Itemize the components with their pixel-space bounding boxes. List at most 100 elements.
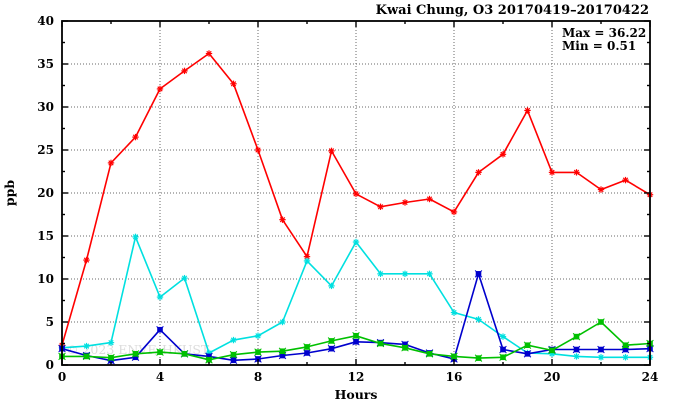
square-marker-cross — [474, 354, 483, 362]
square-marker-cross — [180, 350, 189, 358]
square-marker-cross — [548, 346, 556, 355]
square-marker-cross — [523, 341, 532, 349]
asterisk-marker — [402, 271, 408, 277]
asterisk-marker — [475, 169, 482, 176]
asterisk-marker — [83, 343, 90, 349]
asterisk-marker — [132, 234, 139, 240]
asterisk-marker — [83, 257, 90, 263]
y-tick-label: 35 — [37, 57, 54, 71]
square-marker-cross — [450, 352, 458, 361]
y-axis-label: ppb — [2, 180, 17, 206]
x-tick-label: 12 — [348, 370, 365, 384]
asterisk-marker — [500, 151, 506, 157]
asterisk-marker — [157, 86, 163, 92]
square-marker-cross — [327, 337, 336, 345]
asterisk-marker — [573, 353, 580, 360]
asterisk-marker — [622, 177, 629, 183]
square-marker-cross — [621, 341, 630, 349]
square-marker-cross — [229, 350, 238, 359]
y-tick-label: 30 — [37, 100, 54, 114]
square-marker-cross — [303, 349, 311, 357]
asterisk-marker — [353, 191, 359, 197]
asterisk-marker — [181, 275, 188, 281]
axes-frame — [61, 20, 651, 366]
series-path-red-line — [61, 52, 651, 346]
square-marker-cross — [327, 344, 336, 353]
asterisk-marker — [304, 258, 310, 264]
square-marker-cross — [499, 345, 507, 354]
asterisk-marker — [206, 50, 212, 57]
y-tick-label: 25 — [37, 143, 54, 157]
asterisk-marker — [230, 81, 237, 87]
series-lines — [58, 50, 654, 365]
x-tick-label: 0 — [58, 370, 66, 384]
asterisk-marker — [451, 209, 457, 215]
asterisk-marker — [402, 199, 408, 206]
x-tick-label: 4 — [156, 370, 164, 384]
asterisk-marker — [108, 339, 114, 346]
asterisk-marker — [500, 333, 506, 340]
square-marker-cross — [597, 318, 605, 326]
x-tick-label: 20 — [544, 370, 561, 384]
square-marker-cross — [303, 343, 311, 351]
asterisk-marker — [279, 319, 286, 325]
square-marker-cross — [107, 353, 115, 362]
y-tick-label: 5 — [46, 315, 54, 329]
asterisk-marker — [524, 107, 531, 114]
asterisk-marker — [451, 309, 457, 316]
square-marker-cross — [352, 332, 360, 340]
square-marker-cross — [376, 339, 385, 348]
asterisk-marker — [108, 160, 114, 166]
square-marker-cross — [229, 356, 238, 365]
asterisk-marker — [475, 316, 482, 323]
square-marker-cross — [597, 345, 605, 354]
asterisk-marker — [328, 283, 335, 289]
asterisk-marker — [255, 333, 261, 339]
asterisk-marker — [622, 354, 629, 360]
square-marker-cross — [82, 352, 91, 361]
square-marker-cross — [254, 355, 262, 363]
y-tick-label: 10 — [37, 272, 54, 286]
square-marker-cross — [205, 356, 213, 364]
chart-title: Kwai Chung, O3 20170419–20170422 — [376, 3, 649, 18]
square-marker-cross — [131, 350, 140, 358]
tick-labels: 0 4 8 12 16 20 24 0 5 10 15 20 25 30 35 40 — [37, 14, 658, 384]
asterisk-marker — [598, 186, 604, 193]
asterisk-marker — [255, 147, 261, 153]
y-tick-label: 15 — [37, 229, 54, 243]
x-tick-label: 24 — [642, 370, 659, 384]
asterisk-marker — [181, 68, 188, 74]
asterisk-marker — [426, 271, 433, 277]
asterisk-marker — [377, 204, 384, 210]
asterisk-marker — [549, 169, 555, 176]
asterisk-marker — [132, 134, 139, 140]
x-tick-label: 8 — [254, 370, 262, 384]
asterisk-marker — [573, 169, 580, 176]
square-marker-cross — [401, 344, 409, 352]
asterisk-marker — [328, 148, 335, 154]
asterisk-marker — [353, 239, 359, 245]
y-tick-label: 20 — [37, 186, 54, 200]
square-marker-cross — [474, 270, 483, 278]
square-marker-cross — [523, 350, 532, 358]
series-cyan-line — [58, 233, 654, 361]
y-tick-label: 0 — [46, 358, 54, 372]
asterisk-marker — [279, 216, 286, 223]
square-marker-cross — [572, 332, 581, 341]
square-marker-cross — [254, 348, 262, 356]
asterisk-marker — [377, 271, 384, 277]
min-annotation: Min = 0.51 — [562, 39, 636, 53]
y-tick-label: 40 — [37, 14, 54, 28]
square-marker-cross — [352, 338, 360, 346]
asterisk-marker — [304, 253, 310, 260]
square-marker-cross — [156, 325, 164, 334]
asterisk-marker — [230, 337, 237, 343]
asterisk-marker — [157, 294, 163, 300]
max-annotation: Max = 36.22 — [562, 26, 646, 40]
asterisk-marker — [426, 196, 433, 202]
x-tick-label: 16 — [446, 370, 463, 384]
square-marker-cross — [156, 348, 164, 356]
asterisk-marker — [598, 354, 604, 360]
